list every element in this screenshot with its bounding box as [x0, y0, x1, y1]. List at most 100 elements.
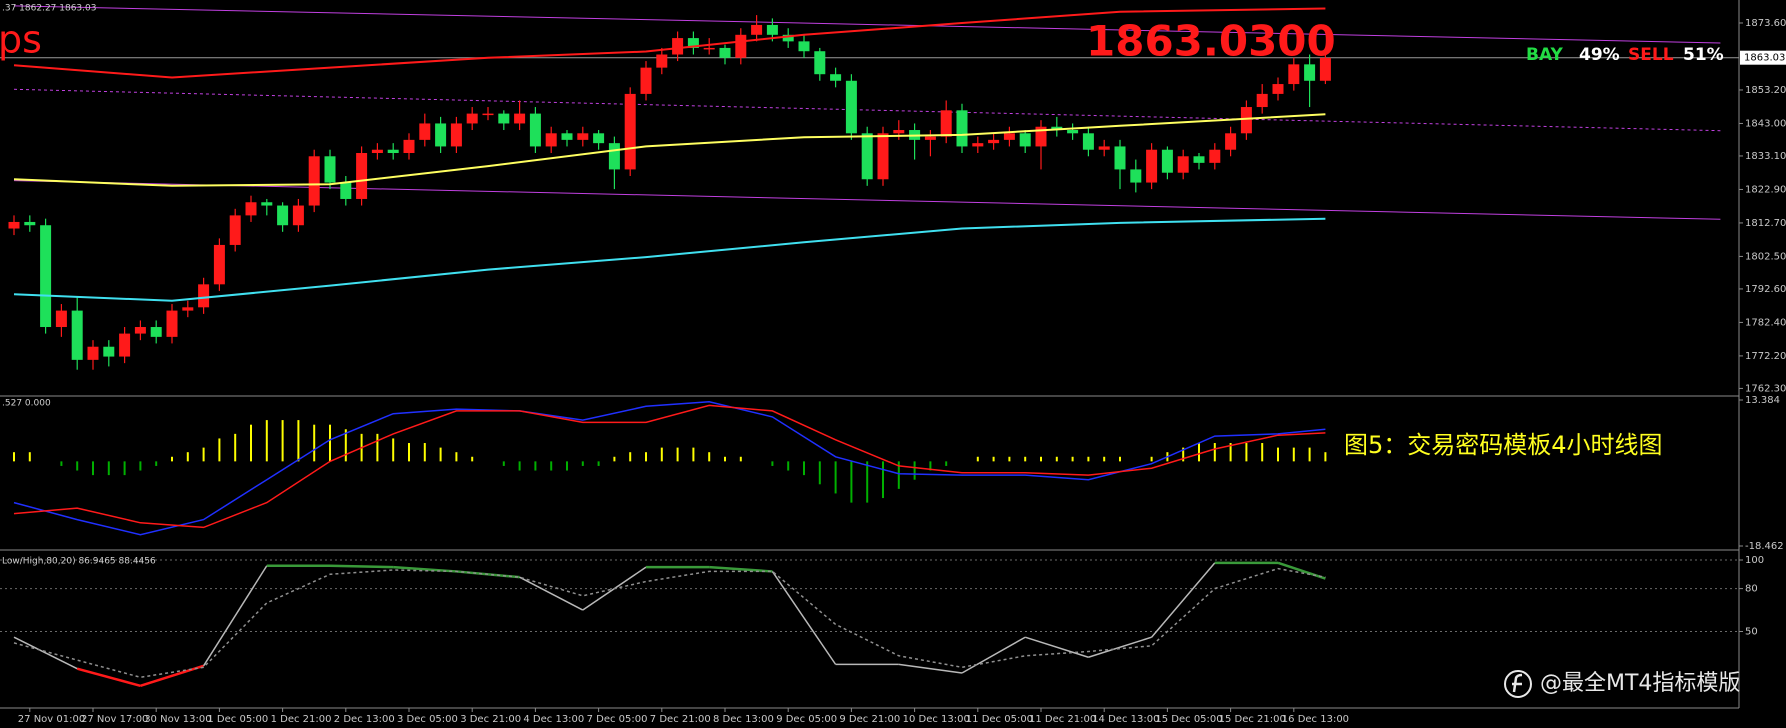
current-price-label: 1863.03 — [1744, 53, 1785, 64]
candle-body — [624, 93, 636, 170]
stochastic-segment — [1277, 561, 1326, 580]
candle-body — [1146, 149, 1158, 183]
candle-body — [1019, 133, 1031, 147]
candle-body — [166, 310, 178, 337]
candle-body — [640, 67, 652, 94]
y-tick-label: 1762.30 — [1745, 383, 1786, 394]
candle-body — [1225, 133, 1237, 150]
indicator-line — [13, 404, 1326, 529]
stochastic-segment — [898, 663, 963, 674]
y-tick-label: 1853.20 — [1745, 85, 1786, 96]
candle-body — [593, 133, 605, 144]
y-tick-label: 13.384 — [1745, 395, 1780, 406]
stochastic-segment — [961, 636, 1026, 674]
candle-body — [514, 113, 526, 124]
x-tick-label: 4 Dec 13:00 — [523, 714, 584, 725]
watermark-icon — [1504, 670, 1532, 698]
candle-body — [8, 221, 20, 229]
candle-body — [561, 133, 573, 140]
candle-body — [1098, 146, 1110, 150]
candle-body — [213, 244, 225, 285]
candle-body — [308, 156, 320, 206]
candle-body — [1193, 156, 1205, 163]
indicator-line — [13, 7, 1326, 79]
candle-body — [1003, 133, 1015, 140]
sell-percent: 51% — [1683, 45, 1724, 65]
candle-body — [1130, 169, 1142, 183]
candle-body — [387, 149, 399, 154]
candle-body — [24, 221, 36, 226]
candle-body — [1035, 126, 1047, 147]
candle-body — [340, 182, 352, 199]
candle-body — [1051, 126, 1063, 131]
y-tick-label: 1843.00 — [1745, 118, 1786, 129]
y-tick-label: 1822.90 — [1745, 184, 1786, 195]
candle-body — [545, 133, 557, 147]
candle-body — [1082, 133, 1094, 150]
candle-body — [498, 113, 510, 124]
candle-body — [577, 133, 589, 140]
candle-body — [277, 205, 289, 226]
candle-body — [324, 156, 336, 183]
y-tick-label: -18.462 — [1745, 541, 1784, 552]
caption: 图5：交易密码模板4小时线图 — [1344, 431, 1663, 459]
indicator-line — [13, 88, 1721, 132]
candle-body — [735, 34, 747, 58]
candle-body — [71, 310, 83, 360]
candle-body — [403, 139, 415, 154]
stochastic-segment — [76, 667, 141, 688]
indicator-line — [13, 180, 1721, 220]
sell-label: SELL — [1628, 45, 1674, 65]
stochastic-segment — [202, 565, 268, 667]
x-tick-label: 7 Dec 05:00 — [587, 714, 648, 725]
x-tick-label: 15 Dec 21:00 — [1219, 714, 1286, 725]
y-tick-label: 1802.50 — [1745, 251, 1786, 262]
candle-body — [1256, 93, 1268, 108]
candle-body — [87, 346, 99, 360]
candle-body — [1240, 107, 1252, 134]
candle-body — [1177, 156, 1189, 173]
x-tick-label: 27 Nov 01:00 — [18, 714, 85, 725]
candle-body — [893, 130, 905, 134]
candle-body — [482, 113, 494, 116]
x-tick-label: 30 Nov 13:00 — [144, 714, 211, 725]
candle-body — [229, 215, 241, 245]
candle-body — [292, 205, 304, 226]
x-tick-label: 3 Dec 21:00 — [460, 714, 521, 725]
candle-body — [1161, 149, 1173, 173]
candle-body — [245, 202, 257, 216]
candle-body — [861, 133, 873, 180]
x-tick-label: 7 Dec 21:00 — [650, 714, 711, 725]
candle-body — [845, 80, 857, 134]
candle-body — [656, 54, 668, 68]
y-tick-label: 50 — [1745, 627, 1758, 638]
indicator-line — [13, 113, 1326, 187]
candle-body — [940, 110, 952, 137]
candle-body — [198, 284, 210, 308]
watermark-icon-glyph — [1512, 673, 1523, 693]
candle-body — [798, 41, 810, 52]
stochastic-segment — [1088, 636, 1152, 658]
candle-body — [877, 133, 889, 180]
indicator-line — [13, 567, 1326, 679]
indicator-line — [13, 5, 1721, 44]
y-tick-label: 1792.60 — [1745, 284, 1786, 295]
x-tick-label: 14 Dec 13:00 — [1092, 714, 1159, 725]
y-tick-label: 1873.60 — [1745, 18, 1786, 29]
candle-body — [703, 47, 715, 50]
x-tick-label: 8 Dec 13:00 — [713, 714, 774, 725]
candle-body — [782, 34, 794, 42]
candle-body — [419, 123, 431, 140]
candle-body — [1272, 84, 1284, 94]
candle-body — [1209, 149, 1221, 163]
candle-body — [356, 153, 368, 199]
candle-body — [450, 123, 462, 147]
y-tick-label: 1782.40 — [1745, 317, 1786, 328]
candle-body — [1304, 64, 1316, 81]
buy-percent: 49% — [1579, 45, 1620, 65]
candle-body — [830, 74, 842, 81]
candle-body — [687, 38, 699, 48]
candle-body — [1319, 57, 1331, 81]
candle-body — [814, 51, 826, 75]
